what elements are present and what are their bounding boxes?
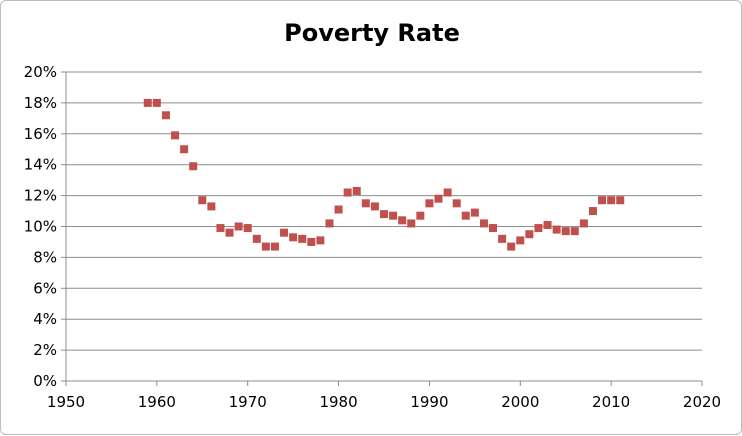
data-point: [552, 225, 561, 234]
data-point: [280, 228, 289, 237]
y-tick-label: 0%: [33, 372, 57, 390]
y-tick-label: 14%: [24, 156, 57, 174]
data-point: [171, 131, 180, 140]
data-point: [407, 219, 416, 228]
data-point: [452, 199, 461, 208]
data-point: [525, 230, 534, 239]
x-tick-label: 1960: [138, 393, 176, 411]
data-point: [225, 228, 234, 237]
data-point: [579, 219, 588, 228]
x-tick-label: 1980: [319, 393, 357, 411]
y-tick-label: 8%: [33, 248, 57, 266]
data-point: [598, 196, 607, 205]
data-point: [416, 211, 425, 220]
y-tick-label: 10%: [24, 218, 57, 236]
axes: [61, 71, 703, 386]
data-point: [607, 196, 616, 205]
data-point: [389, 211, 398, 220]
data-point: [461, 211, 470, 220]
data-point: [234, 222, 243, 231]
data-point: [180, 145, 189, 154]
data-point: [216, 224, 225, 233]
data-point: [325, 219, 334, 228]
data-point: [270, 242, 279, 251]
chart-title: Poverty Rate: [284, 19, 460, 47]
data-point: [252, 234, 261, 243]
x-tick-label: 2000: [501, 393, 539, 411]
data-point: [261, 242, 270, 251]
y-axis-tick-labels: 0% 2% 4% 6% 8% 10% 12% 14% 16% 18% 20%: [24, 63, 57, 390]
data-point: [616, 196, 625, 205]
data-point: [588, 207, 597, 216]
data-point: [498, 234, 507, 243]
x-tick-label: 1950: [47, 393, 85, 411]
y-tick-label: 12%: [24, 187, 57, 205]
gridlines: [66, 71, 702, 351]
data-point: [380, 210, 388, 219]
data-point: [361, 199, 370, 208]
data-point: [352, 186, 361, 195]
data-point: [425, 199, 434, 208]
data-point: [143, 98, 152, 107]
data-point: [334, 205, 343, 214]
data-point: [507, 242, 516, 251]
data-points: [143, 98, 625, 251]
y-tick-label: 20%: [24, 63, 57, 81]
x-tick-label: 1970: [229, 393, 267, 411]
data-point: [189, 162, 198, 171]
data-point: [343, 188, 352, 197]
data-point: [434, 194, 443, 203]
data-point: [534, 224, 543, 233]
data-point: [470, 208, 479, 217]
y-tick-label: 6%: [33, 279, 57, 297]
data-point: [243, 224, 252, 233]
data-point: [516, 236, 525, 245]
data-point: [152, 98, 161, 107]
data-point: [443, 188, 452, 197]
y-tick-label: 2%: [33, 341, 57, 359]
x-axis-tick-labels: 1950 1960 1970 1980 1990 2000 2010 2020: [47, 393, 721, 411]
data-point: [570, 227, 579, 236]
y-tick-label: 16%: [24, 125, 57, 143]
data-point: [489, 224, 498, 233]
data-point: [561, 227, 570, 236]
data-point: [161, 111, 170, 120]
x-tick-label: 1990: [410, 393, 448, 411]
y-tick-label: 18%: [24, 94, 57, 112]
data-point: [479, 219, 488, 228]
x-tick-label: 2010: [592, 393, 630, 411]
x-tick-label: 2020: [683, 393, 721, 411]
data-point: [289, 233, 298, 242]
data-point: [298, 234, 307, 243]
data-point: [316, 236, 325, 245]
data-point: [207, 202, 216, 211]
data-point: [307, 237, 316, 246]
data-point: [398, 216, 407, 225]
data-point: [543, 220, 552, 229]
data-point: [370, 202, 379, 211]
y-tick-label: 4%: [33, 310, 57, 328]
data-point: [198, 196, 207, 205]
